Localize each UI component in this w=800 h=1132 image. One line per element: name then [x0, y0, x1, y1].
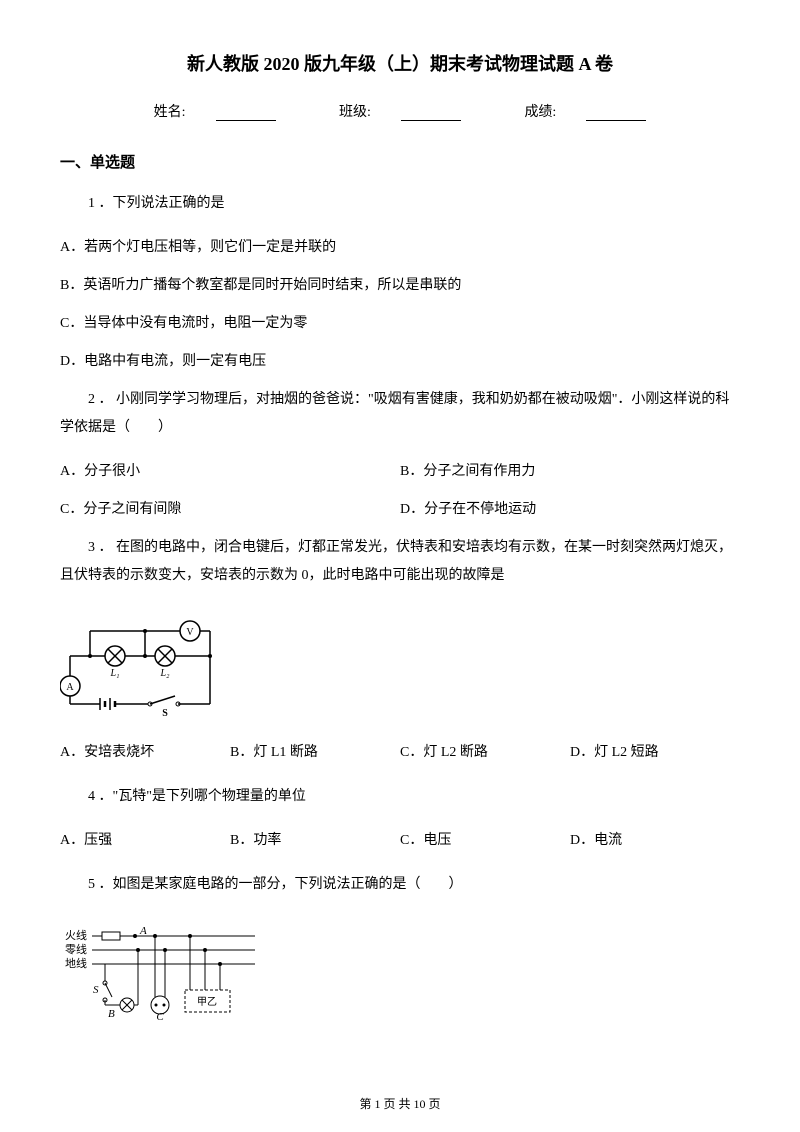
score-blank[interactable]	[586, 105, 646, 121]
lamp1-label: L₁	[109, 668, 119, 679]
ammeter-label: A	[66, 682, 74, 693]
question-3-stem: 3 ． 在图的电路中，闭合电键后，灯都正常发光，伏特表和安培表均有示数，在某一时…	[60, 534, 740, 590]
q3-option-a: A．安培表烧坏	[60, 739, 230, 767]
q2-options-row1: A．分子很小 B．分子之间有作用力	[60, 458, 740, 486]
switch-s-label: S	[93, 984, 99, 996]
switch-label: S	[162, 708, 168, 716]
name-blank[interactable]	[216, 105, 276, 121]
lamp2-label: L₂	[159, 668, 170, 679]
q2-option-d: D．分子在不停地运动	[400, 496, 740, 524]
point-c-label: C	[156, 1011, 164, 1020]
question-5-stem: 5 ．如图是某家庭电路的一部分，下列说法正确的是（ ）	[60, 871, 740, 899]
q1-option-d: D．电路中有电流，则一定有电压	[60, 348, 740, 376]
q3-option-d: D．灯 L2 短路	[570, 739, 740, 767]
q3-option-c: C．灯 L2 断路	[400, 739, 570, 767]
voltmeter-label: V	[186, 627, 194, 638]
q2-options-row2: C．分子之间有间隙 D．分子在不停地运动	[60, 496, 740, 524]
neutral-label: 零线	[65, 942, 87, 956]
q2-option-a: A．分子很小	[60, 458, 400, 486]
q4-options: A．压强 B．功率 C．电压 D．电流	[60, 827, 740, 855]
q2-option-c: C．分子之间有间隙	[60, 496, 400, 524]
q4-option-c: C．电压	[400, 827, 570, 855]
q3-options: A．安培表烧坏 B．灯 L1 断路 C．灯 L2 断路 D．灯 L2 短路	[60, 739, 740, 767]
q4-option-b: B．功率	[230, 827, 400, 855]
q4-option-d: D．电流	[570, 827, 740, 855]
house-circuit-q5: 火线 零线 地线 A S B C 甲乙	[60, 925, 260, 1020]
q1-option-a: A．若两个灯电压相等，则它们一定是并联的	[60, 234, 740, 262]
question-2-stem: 2 ． 小刚同学学习物理后，对抽烟的爸爸说："吸烟有害健康，我和奶奶都在被动吸烟…	[60, 386, 740, 442]
page-title: 新人教版 2020 版九年级（上）期末考试物理试题 A 卷	[60, 50, 740, 76]
q1-option-c: C．当导体中没有电流时，电阻一定为零	[60, 310, 740, 338]
q2-option-b: B．分子之间有作用力	[400, 458, 740, 486]
box-label: 甲乙	[197, 996, 217, 1008]
section-heading-1: 一、单选题	[60, 151, 740, 172]
class-label: 班级:	[324, 105, 476, 120]
question-1-stem: 1 ．下列说法正确的是	[60, 190, 740, 218]
score-label: 成绩:	[509, 105, 661, 120]
circuit-diagram-q3: V L₁ L₂ A S	[60, 616, 230, 716]
q1-option-b: B．英语听力广播每个教室都是同时开始同时结束，所以是串联的	[60, 272, 740, 300]
student-info-line: 姓名: 班级: 成绩:	[60, 101, 740, 121]
point-a-label: A	[139, 925, 147, 937]
point-b-label: B	[108, 1008, 115, 1020]
question-4-stem: 4 ．"瓦特"是下列哪个物理量的单位	[60, 783, 740, 811]
class-blank[interactable]	[401, 105, 461, 121]
ground-label: 地线	[65, 956, 87, 970]
q4-option-a: A．压强	[60, 827, 230, 855]
live-label: 火线	[65, 928, 87, 942]
page-footer: 第 1 页 共 10 页	[0, 1095, 800, 1112]
q3-option-b: B．灯 L1 断路	[230, 739, 400, 767]
name-label: 姓名:	[139, 105, 291, 120]
